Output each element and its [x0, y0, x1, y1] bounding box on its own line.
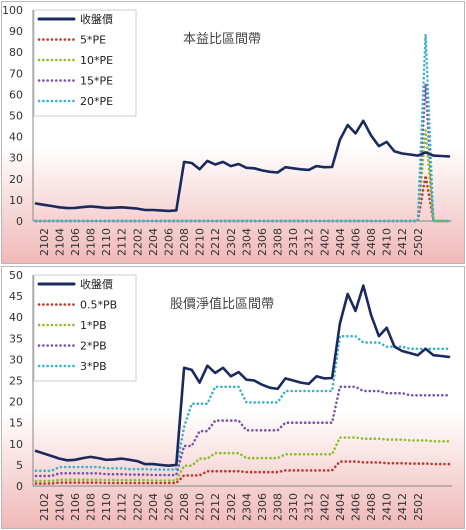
x-tick-label: 2302 — [225, 493, 238, 521]
y-tick-label: 40 — [9, 131, 23, 144]
x-tick-label: 2410 — [381, 493, 394, 521]
series-line-3 — [34, 385, 451, 478]
x-tick-label: 2310 — [287, 493, 300, 521]
y-tick-label: 15 — [9, 417, 23, 430]
x-tick-label: 2210 — [194, 493, 207, 521]
x-tick-label: 2308 — [272, 228, 285, 256]
y-tick-label: 0 — [16, 215, 23, 228]
y-tick-label: 60 — [9, 88, 23, 101]
x-tick-label: 2208 — [178, 228, 191, 256]
y-tick-label: 20 — [9, 396, 23, 409]
x-tick-label: 2502 — [412, 493, 425, 521]
x-tick-label: 2306 — [256, 493, 269, 521]
legend-label: 1*PB — [80, 319, 107, 332]
x-tick-label: 2408 — [365, 493, 378, 521]
legend-box — [33, 9, 137, 117]
x-tick-label: 2202 — [131, 493, 144, 521]
x-tick-label: 2112 — [116, 493, 129, 521]
legend-label: 收盤價 — [80, 277, 113, 291]
x-tick-label: 2202 — [131, 228, 144, 256]
x-tick-label: 2102 — [38, 493, 51, 521]
x-tick-label: 2410 — [381, 228, 394, 256]
x-tick-label: 2210 — [194, 228, 207, 256]
x-tick-label: 2108 — [85, 493, 98, 521]
x-tick-label: 2110 — [100, 228, 113, 256]
x-tick-label: 2502 — [412, 228, 425, 256]
series-line-4 — [34, 32, 451, 223]
x-tick-label: 2110 — [100, 493, 113, 521]
x-tick-label: 2412 — [396, 493, 409, 521]
legend-label: 15*PE — [80, 75, 113, 88]
x-tick-label: 2106 — [69, 228, 82, 256]
chart-title: 股價淨值比區間帶 — [170, 296, 274, 312]
legend-label: 20*PE — [80, 95, 113, 108]
y-tick-label: 30 — [9, 152, 23, 165]
x-tick-label: 2204 — [147, 228, 160, 256]
y-tick-label: 80 — [9, 46, 23, 59]
legend-label: 3*PB — [80, 360, 107, 373]
x-tick-label: 2302 — [225, 228, 238, 256]
x-tick-label: 2212 — [209, 493, 222, 521]
y-tick-label: 5 — [16, 459, 23, 472]
x-tick-label: 2308 — [272, 493, 285, 521]
x-tick-label: 2204 — [147, 493, 160, 521]
x-tick-label: 2104 — [53, 228, 66, 256]
x-tick-label: 2208 — [178, 493, 191, 521]
x-tick-label: 2206 — [162, 493, 175, 521]
y-tick-label: 70 — [9, 67, 23, 80]
x-tick-label: 2402 — [318, 493, 331, 521]
x-tick-label: 2412 — [396, 228, 409, 256]
series-line-0 — [34, 119, 451, 213]
series-line-0 — [34, 284, 451, 467]
legend-label: 5*PE — [80, 34, 106, 47]
legend-label: 10*PE — [80, 54, 113, 67]
x-tick-label: 2310 — [287, 228, 300, 256]
y-tick-label: 30 — [9, 353, 23, 366]
x-tick-label: 2312 — [303, 493, 316, 521]
series-line-1 — [34, 460, 451, 485]
y-tick-label: 45 — [9, 290, 23, 303]
y-tick-label: 90 — [9, 25, 23, 38]
x-tick-label: 2306 — [256, 228, 269, 256]
pb-band-chart: 0 5 10 15 20 25 30 35 40 45 50 2102 2104 2106 2108 2110… — [1, 266, 465, 529]
x-tick-label: 2404 — [334, 228, 347, 256]
y-tick-label: 10 — [9, 194, 23, 207]
y-tick-label: 0 — [16, 480, 23, 493]
x-tick-label: 2312 — [303, 228, 316, 256]
x-tick-label: 2406 — [349, 493, 362, 521]
y-tick-label: 40 — [9, 311, 23, 324]
x-tick-label: 2106 — [69, 493, 82, 521]
chart-title: 本益比區間帶 — [183, 32, 261, 47]
x-tick-label: 2206 — [162, 228, 175, 256]
series-line-2 — [34, 436, 451, 483]
y-tick-label: 35 — [9, 332, 23, 345]
x-tick-label: 2402 — [318, 228, 331, 256]
y-tick-label: 25 — [9, 375, 23, 388]
x-tick-label: 2112 — [116, 228, 129, 256]
x-tick-label: 2212 — [209, 228, 222, 256]
x-tick-label: 2404 — [334, 493, 347, 521]
legend-label: 收盤價 — [80, 12, 113, 26]
y-tick-label: 100 — [2, 4, 23, 17]
y-tick-label: 50 — [9, 110, 23, 123]
y-tick-label: 50 — [9, 269, 23, 282]
x-tick-label: 2104 — [53, 493, 66, 521]
x-tick-label: 2406 — [349, 228, 362, 256]
x-tick-label: 2408 — [365, 228, 378, 256]
x-tick-label: 2102 — [38, 228, 51, 256]
x-tick-label: 2304 — [240, 493, 253, 521]
x-tick-label: 2304 — [240, 228, 253, 256]
legend-label: 2*PB — [80, 340, 107, 353]
x-tick-label: 2108 — [85, 228, 98, 256]
y-tick-label: 20 — [9, 173, 23, 186]
y-tick-label: 10 — [9, 438, 23, 451]
legend-box — [33, 274, 137, 382]
series-line-4 — [34, 334, 451, 473]
legend-label: 0.5*PB — [80, 299, 117, 312]
